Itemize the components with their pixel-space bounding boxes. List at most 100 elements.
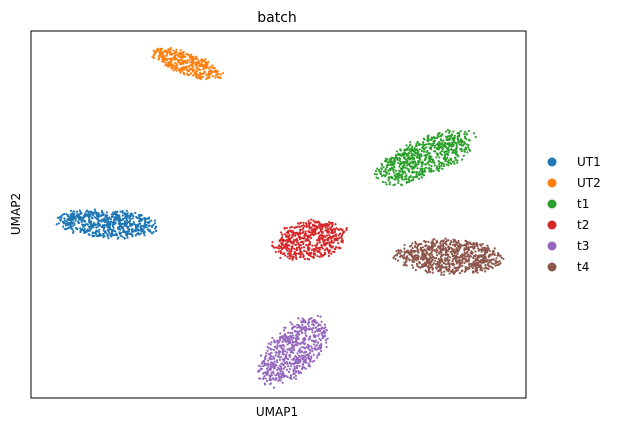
data-point xyxy=(178,59,181,62)
data-point xyxy=(422,150,426,153)
data-point xyxy=(326,248,329,251)
data-point xyxy=(437,265,440,268)
data-point xyxy=(296,335,299,338)
data-point xyxy=(488,259,491,262)
data-point xyxy=(394,156,397,159)
data-point xyxy=(407,152,410,155)
data-point xyxy=(465,260,468,263)
data-point xyxy=(175,66,178,69)
data-point xyxy=(311,328,314,331)
data-point xyxy=(290,351,294,354)
data-point xyxy=(276,355,279,358)
data-point xyxy=(472,260,475,263)
data-point xyxy=(107,225,110,228)
data-point xyxy=(83,227,86,230)
data-point xyxy=(433,249,436,252)
data-point xyxy=(428,159,431,163)
data-point xyxy=(278,244,281,248)
data-point xyxy=(84,220,87,223)
data-point xyxy=(103,234,106,238)
data-point xyxy=(295,357,298,360)
data-point xyxy=(165,51,169,55)
data-point xyxy=(73,223,76,226)
data-point xyxy=(420,165,423,168)
data-point xyxy=(330,225,333,229)
data-point xyxy=(421,167,424,170)
data-point xyxy=(167,57,171,61)
data-point xyxy=(385,173,388,176)
data-point xyxy=(67,223,70,226)
data-point xyxy=(474,135,477,139)
data-point xyxy=(460,147,463,151)
data-point xyxy=(429,263,432,266)
data-point xyxy=(430,253,434,256)
data-point xyxy=(102,226,106,229)
data-point xyxy=(467,138,470,141)
data-point xyxy=(100,218,104,221)
data-point xyxy=(326,337,329,340)
data-point xyxy=(289,341,292,344)
data-point xyxy=(295,237,298,240)
data-point xyxy=(116,210,119,214)
data-point xyxy=(115,232,118,235)
data-point xyxy=(452,144,455,147)
data-point xyxy=(298,225,302,229)
data-point xyxy=(316,247,319,250)
data-point xyxy=(423,262,426,265)
data-point xyxy=(289,334,292,338)
data-point xyxy=(77,221,81,225)
data-point xyxy=(460,141,463,144)
data-point xyxy=(164,64,167,67)
data-point xyxy=(383,159,387,163)
data-point xyxy=(375,173,379,176)
data-point xyxy=(425,270,428,273)
data-point xyxy=(199,72,202,76)
data-point xyxy=(97,230,101,234)
data-point xyxy=(286,362,289,366)
data-point xyxy=(410,167,414,170)
data-point xyxy=(435,166,438,170)
data-point xyxy=(433,146,436,149)
data-point xyxy=(475,241,478,245)
data-point xyxy=(214,69,217,72)
data-point xyxy=(417,159,420,163)
data-point xyxy=(385,166,389,169)
data-point xyxy=(260,367,264,370)
data-point xyxy=(471,245,474,248)
data-point xyxy=(393,166,396,169)
data-point xyxy=(307,318,310,321)
data-point xyxy=(392,157,395,160)
data-point xyxy=(324,338,328,342)
data-point xyxy=(423,170,427,173)
data-point xyxy=(415,262,419,265)
data-point xyxy=(203,64,206,67)
data-point xyxy=(106,214,109,217)
data-point xyxy=(377,177,380,180)
data-point xyxy=(465,137,468,141)
data-point xyxy=(455,260,458,263)
data-point xyxy=(297,246,301,249)
data-point xyxy=(417,255,420,258)
data-point xyxy=(434,259,437,262)
data-point xyxy=(121,222,124,225)
data-point xyxy=(323,335,327,338)
data-point xyxy=(155,229,158,232)
data-point xyxy=(303,257,307,261)
data-point xyxy=(440,273,443,276)
data-point xyxy=(490,262,493,265)
data-point xyxy=(176,54,180,57)
data-point xyxy=(320,349,323,353)
data-point xyxy=(461,254,464,258)
data-point xyxy=(440,134,443,137)
data-point xyxy=(143,218,147,221)
series-t3 xyxy=(257,314,329,389)
data-point xyxy=(87,233,90,236)
data-point xyxy=(409,144,412,147)
data-point xyxy=(285,353,288,356)
data-point xyxy=(458,272,462,275)
data-point xyxy=(303,355,306,358)
data-point xyxy=(286,249,289,252)
data-point xyxy=(427,167,430,170)
data-point xyxy=(262,364,265,368)
